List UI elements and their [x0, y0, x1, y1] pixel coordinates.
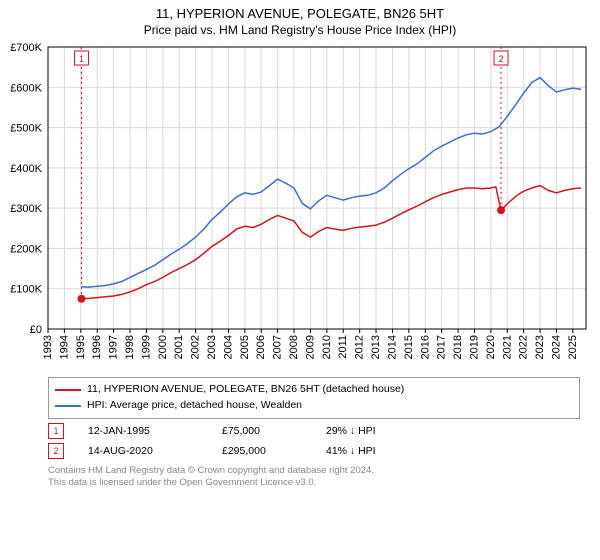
footer-line: Contains HM Land Registry data © Crown c…	[48, 465, 580, 478]
x-tick-label: 2008	[288, 335, 300, 359]
page-subtitle: Price paid vs. HM Land Registry's House …	[0, 21, 600, 41]
x-tick-label: 2021	[501, 335, 513, 359]
x-tick-label: 2002	[190, 335, 202, 359]
x-tick-label: 2022	[518, 335, 530, 359]
y-tick-label: £0	[30, 324, 42, 336]
x-tick-label: 2005	[239, 335, 251, 359]
x-tick-label: 2004	[222, 335, 234, 359]
legend: 11, HYPERION AVENUE, POLEGATE, BN26 5HT …	[48, 377, 580, 419]
page-title: 11, HYPERION AVENUE, POLEGATE, BN26 5HT	[0, 0, 600, 21]
x-tick-label: 1998	[124, 335, 136, 359]
legend-label: HPI: Average price, detached house, Weal…	[87, 398, 302, 414]
legend-label: 11, HYPERION AVENUE, POLEGATE, BN26 5HT …	[87, 382, 404, 398]
sale-marker-label: 2	[499, 54, 504, 64]
y-tick-label: £100K	[10, 284, 42, 296]
sale-marker-box: 1	[48, 423, 64, 439]
y-tick-label: £600K	[10, 82, 42, 94]
x-tick-label: 1995	[75, 335, 87, 359]
x-tick-label: 2020	[485, 335, 497, 359]
y-tick-label: £200K	[10, 243, 42, 255]
sale-pct: 29% ↓ HPI	[326, 425, 376, 437]
footer: Contains HM Land Registry data © Crown c…	[48, 465, 580, 491]
x-tick-label: 2023	[534, 335, 546, 359]
x-tick-label: 2025	[567, 335, 579, 359]
legend-item: HPI: Average price, detached house, Weal…	[55, 398, 573, 414]
x-tick-label: 2015	[403, 335, 415, 359]
x-tick-label: 2017	[436, 335, 448, 359]
footer-line: This data is licensed under the Open Gov…	[48, 477, 580, 490]
series-property	[82, 186, 582, 299]
x-tick-label: 2013	[370, 335, 382, 359]
sale-date: 14-AUG-2020	[88, 445, 198, 457]
x-tick-label: 1994	[58, 335, 70, 359]
x-tick-label: 2007	[272, 335, 284, 359]
series-hpi	[82, 78, 582, 288]
sale-price: £295,000	[222, 445, 302, 457]
sale-price: £75,000	[222, 425, 302, 437]
x-tick-label: 2016	[419, 335, 431, 359]
x-tick-label: 1993	[42, 335, 54, 359]
legend-item: 11, HYPERION AVENUE, POLEGATE, BN26 5HT …	[55, 382, 573, 398]
y-tick-label: £700K	[10, 42, 42, 54]
x-tick-label: 2010	[321, 335, 333, 359]
x-tick-label: 2006	[255, 335, 267, 359]
sale-row: 2 14-AUG-2020 £295,000 41% ↓ HPI	[48, 443, 580, 459]
x-tick-label: 1999	[140, 335, 152, 359]
sale-date: 12-JAN-1995	[88, 425, 198, 437]
x-tick-label: 1996	[91, 335, 103, 359]
y-tick-label: £500K	[10, 123, 42, 135]
price-chart: £0 £100K £200K £300K £400K £500K £600K £700K 199…	[0, 41, 600, 371]
y-tick-label: £400K	[10, 163, 42, 175]
x-tick-label: 2024	[550, 335, 562, 359]
x-tick-label: 2003	[206, 335, 218, 359]
x-tick-label: 1997	[108, 335, 120, 359]
x-tick-label: 2014	[386, 335, 398, 359]
x-tick-label: 2009	[304, 335, 316, 359]
y-tick-label: £300K	[10, 203, 42, 215]
x-tick-label: 2019	[468, 335, 480, 359]
x-tick-label: 2011	[337, 335, 349, 359]
x-tick-label: 2001	[173, 335, 185, 359]
legend-swatch	[55, 389, 81, 391]
x-tick-label: 2018	[452, 335, 464, 359]
legend-swatch	[55, 405, 81, 407]
sale-pct: 41% ↓ HPI	[326, 445, 376, 457]
x-tick-label: 2012	[354, 335, 366, 359]
sale-row: 1 12-JAN-1995 £75,000 29% ↓ HPI	[48, 423, 580, 439]
sale-marker-label: 1	[79, 54, 84, 64]
sale-marker-box: 2	[48, 443, 64, 459]
x-tick-label: 2000	[157, 335, 169, 359]
